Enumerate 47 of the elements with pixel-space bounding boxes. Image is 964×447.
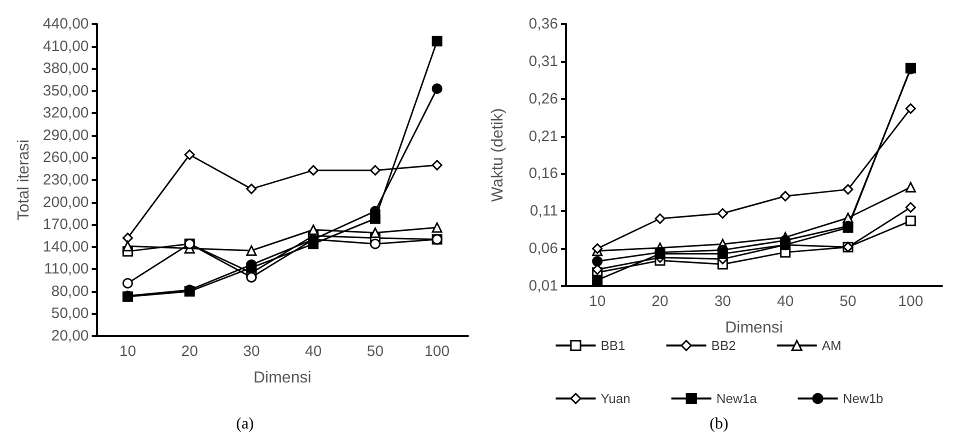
y-tick-label: 410,00 [42, 38, 89, 55]
y-tick-label: 0,21 [528, 128, 558, 145]
y-tick-label: 290,00 [42, 126, 89, 144]
y-tick-label: 200,00 [42, 194, 89, 211]
y-tick-label: 110,00 [44, 260, 89, 278]
legend-label: New1a [716, 391, 758, 406]
x-tick-label: 10 [588, 293, 606, 310]
y-tick-label: 50,00 [51, 305, 89, 322]
y-tick-label: 0,26 [528, 90, 558, 108]
y-tick-label: 440,00 [42, 16, 89, 32]
y-tick-label: 0,16 [528, 165, 558, 182]
y-axis-title: Total iterasi [16, 140, 32, 220]
y-tick-label: 20,00 [51, 328, 89, 344]
x-tick-label: 100 [424, 343, 450, 360]
y-tick-label: 320,00 [42, 104, 89, 122]
x-axis-title: Dimensi [725, 320, 783, 336]
y-tick-label: 0,36 [528, 16, 558, 32]
x-tick-label: 40 [776, 293, 794, 310]
x-tick-label: 20 [181, 343, 198, 360]
y-tick-label: 230,00 [42, 172, 89, 188]
y-tick-label: 350,00 [42, 82, 89, 100]
x-axis-title: Dimensi [253, 370, 312, 386]
x-tick-label: 50 [366, 343, 384, 360]
y-tick-label: 0,31 [528, 52, 558, 70]
x-tick-label: 20 [652, 293, 668, 310]
y-tick-label: 0,06 [528, 240, 558, 258]
x-tick-label: 40 [304, 343, 322, 360]
x-tick-label: 30 [243, 343, 260, 360]
y-tick-label: 0,11 [530, 202, 558, 220]
text: (a) [236, 416, 254, 432]
y-tick-label: 0,01 [528, 278, 558, 294]
x-tick-label: 100 [898, 293, 924, 310]
legend-label: New1b [842, 391, 884, 406]
legend-label: BB1 [600, 338, 626, 353]
x-tick-label: 30 [714, 293, 732, 310]
text: (b) [710, 416, 728, 432]
x-tick-label: 50 [840, 293, 856, 310]
y-tick-label: 380,00 [42, 60, 89, 78]
y-tick-label: 140,00 [42, 238, 89, 256]
y-axis-title: Waktu (detik) [490, 108, 506, 202]
legend-label: AM [822, 338, 842, 353]
legend-label: BB2 [711, 338, 736, 353]
y-tick-label: 170,00 [42, 216, 89, 234]
y-tick-label: 260,00 [42, 149, 89, 166]
x-tick-label: 10 [119, 343, 136, 360]
y-tick-label: 80,00 [51, 282, 89, 300]
legend-label: Yuan [600, 391, 630, 406]
